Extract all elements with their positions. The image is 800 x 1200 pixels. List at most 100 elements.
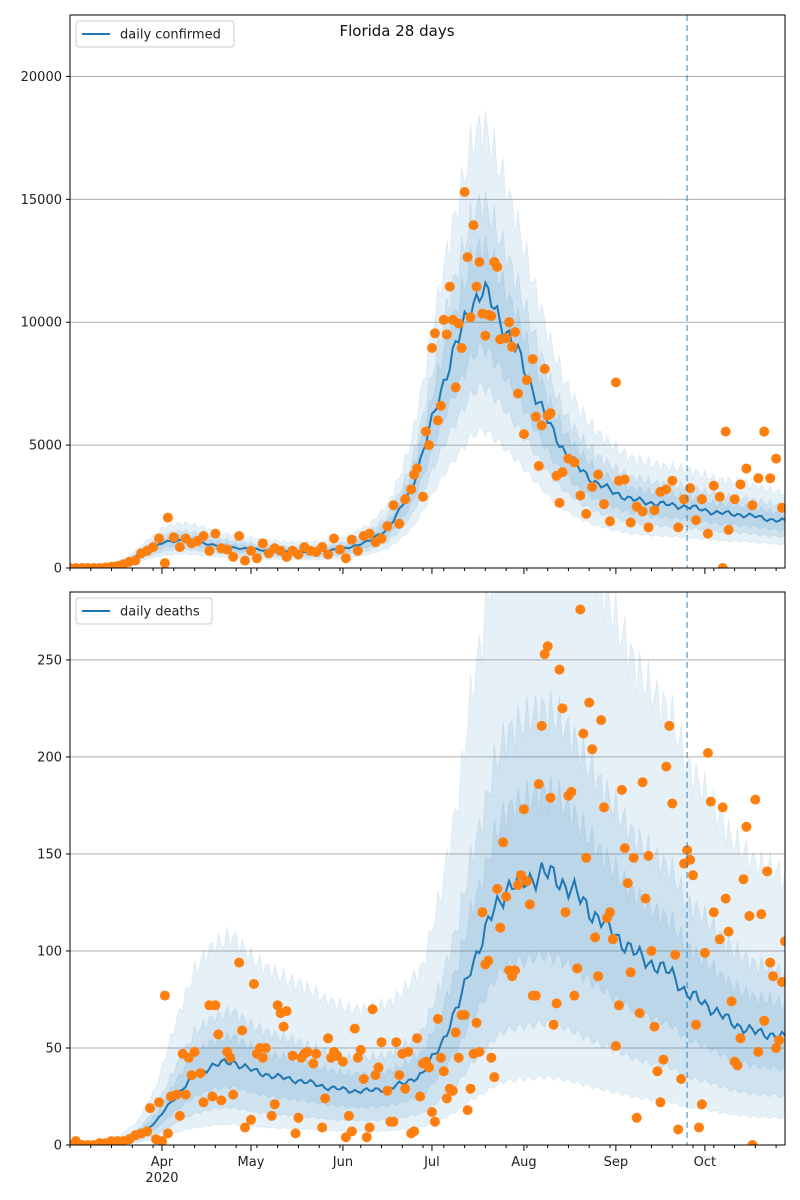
data-point <box>432 415 443 426</box>
data-point <box>661 761 672 772</box>
data-point <box>747 500 758 511</box>
data-point <box>246 545 256 556</box>
x-tick-label: Apr <box>151 1155 174 1170</box>
data-point <box>581 852 592 863</box>
data-point <box>673 522 684 533</box>
x-tick-label: May <box>238 1155 265 1170</box>
data-point <box>637 777 648 788</box>
data-point <box>643 522 654 533</box>
data-point <box>530 990 541 1001</box>
data-point <box>569 990 580 1001</box>
data-point <box>702 528 713 539</box>
data-point <box>619 474 630 485</box>
data-point <box>708 907 719 918</box>
data-point <box>180 1089 191 1100</box>
data-point <box>260 1043 271 1053</box>
data-point <box>599 499 609 510</box>
data-point <box>162 1128 173 1139</box>
data-point <box>320 1093 331 1104</box>
data-point <box>741 463 752 474</box>
y-tick-label: 20000 <box>21 70 62 85</box>
data-point <box>489 1072 500 1083</box>
data-point <box>720 426 731 437</box>
plot-area <box>70 592 785 1145</box>
data-point <box>376 533 387 544</box>
x-tick-label: Jun <box>332 1155 353 1170</box>
data-point <box>661 484 672 495</box>
data-point <box>272 1000 283 1011</box>
data-point <box>361 1132 372 1143</box>
data-point <box>747 1140 758 1145</box>
data-point <box>610 377 621 388</box>
y-tick-label: 15000 <box>21 193 62 208</box>
data-point <box>159 990 170 1001</box>
data-point <box>486 1052 497 1063</box>
data-point <box>628 852 639 863</box>
data-point <box>708 480 719 491</box>
data-point <box>269 1099 280 1110</box>
chart-title: Florida 28 days <box>339 22 454 40</box>
data-point <box>477 907 488 918</box>
data-point <box>616 784 627 795</box>
data-point <box>557 467 568 478</box>
data-point <box>587 744 598 755</box>
data-point <box>367 1004 378 1015</box>
data-point <box>453 1052 464 1063</box>
data-point <box>462 252 473 263</box>
data-point <box>323 549 334 560</box>
data-point <box>539 649 550 660</box>
data-point <box>691 515 701 526</box>
data-point <box>251 553 262 564</box>
data-point <box>741 821 752 832</box>
data-point <box>459 1010 470 1020</box>
data-point <box>400 494 411 505</box>
data-point <box>195 1068 206 1079</box>
data-point <box>429 328 440 339</box>
data-point <box>453 318 464 329</box>
data-point <box>388 500 399 511</box>
data-point <box>605 516 615 527</box>
data-point <box>278 1021 289 1032</box>
data-point <box>462 1105 473 1116</box>
data-point <box>145 1103 156 1114</box>
data-point <box>429 1116 440 1127</box>
data-point <box>130 555 141 566</box>
data-point <box>465 1083 476 1094</box>
data-point <box>343 1110 354 1121</box>
data-point <box>590 932 601 943</box>
data-point <box>640 893 651 904</box>
data-point <box>424 440 434 451</box>
data-point <box>210 1000 221 1011</box>
data-point <box>406 484 417 495</box>
data-point <box>527 354 538 365</box>
data-point <box>148 542 159 553</box>
data-point <box>483 955 494 966</box>
data-point <box>634 1008 645 1019</box>
data-point <box>717 563 728 568</box>
data-point <box>536 720 547 731</box>
data-point <box>438 314 449 325</box>
y-tick-label: 150 <box>37 847 62 862</box>
data-point <box>394 1070 405 1081</box>
data-point <box>738 874 749 885</box>
x-tick-label: Oct <box>694 1155 716 1170</box>
data-point <box>427 343 437 353</box>
data-point <box>174 1110 185 1121</box>
data-point <box>157 1136 167 1145</box>
data-point <box>581 508 592 519</box>
data-point <box>777 977 785 987</box>
data-point <box>438 1066 449 1077</box>
data-point <box>732 1060 743 1071</box>
data-point <box>759 1015 770 1026</box>
legend-label: daily deaths <box>120 605 200 620</box>
data-point <box>501 333 512 344</box>
data-point <box>352 545 363 556</box>
data-point <box>427 1107 437 1117</box>
data-point <box>584 697 595 708</box>
data-point <box>667 475 678 486</box>
data-point <box>213 1029 224 1040</box>
data-point <box>625 967 636 978</box>
data-point <box>667 798 678 809</box>
data-point <box>317 542 328 553</box>
data-point <box>575 604 586 615</box>
